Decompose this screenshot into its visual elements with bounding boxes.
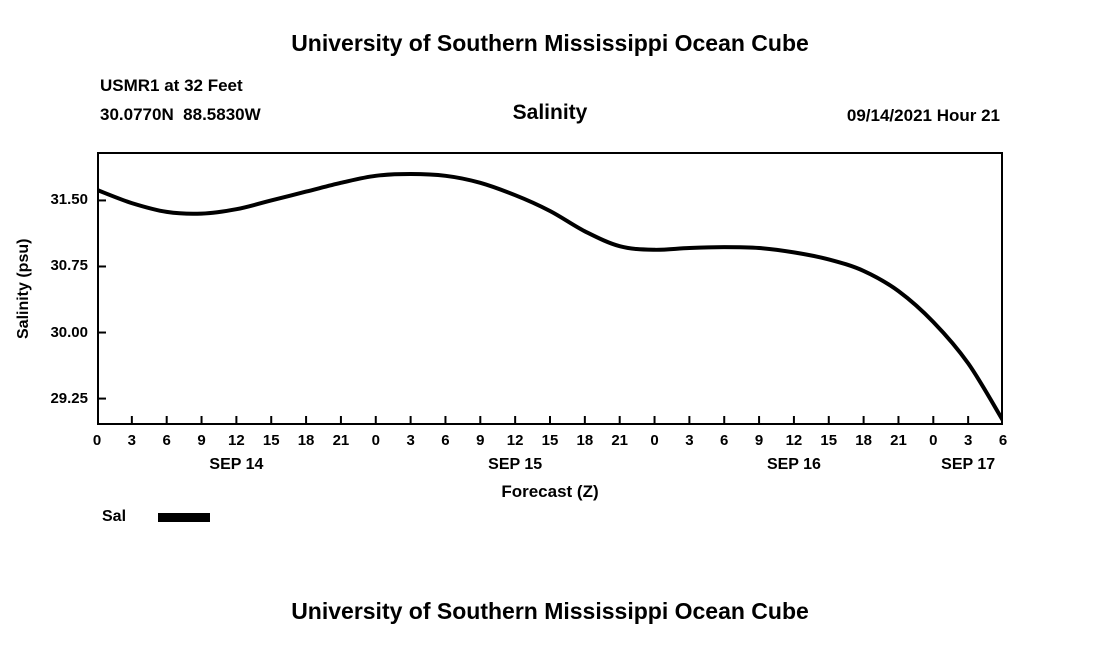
x-tick-label: 18 <box>297 432 315 449</box>
x-tick-label: 3 <box>685 432 694 449</box>
x-tick-label: 6 <box>162 432 171 449</box>
x-tick-label: 9 <box>754 432 764 449</box>
x-tick-label: 9 <box>197 432 206 449</box>
date-label: SEP 17 <box>941 456 996 473</box>
station-label: USMR1 at 32 Feet <box>100 76 243 95</box>
x-tick-label: 3 <box>127 432 137 449</box>
legend-label: Sal <box>102 508 127 525</box>
x-tick-label: 3 <box>963 432 973 449</box>
x-tick-label: 21 <box>890 432 907 449</box>
x-tick-label: 0 <box>650 432 659 449</box>
x-tick-label: 15 <box>262 432 280 449</box>
x-tick-label: 12 <box>785 432 803 449</box>
page-title-bottom: University of Southern Mississippi Ocean… <box>291 598 809 624</box>
y-tick-label: 30.00 <box>50 323 88 341</box>
legend: Sal <box>102 508 211 526</box>
x-tick-label: 12 <box>228 432 245 449</box>
date-label: SEP 15 <box>488 456 543 473</box>
x-tick-label: 18 <box>576 432 594 449</box>
chart-title: Salinity <box>512 101 588 124</box>
date-label: SEP 14 <box>209 456 264 473</box>
forecast-datetime: 09/14/2021 Hour 21 <box>846 106 1000 125</box>
y-tick-label: 30.75 <box>50 257 88 275</box>
x-tick-label: 9 <box>476 432 485 449</box>
x-tick-label: 21 <box>332 432 350 449</box>
station-coordinates: 30.0770N 88.5830W <box>100 105 261 124</box>
x-tick-label: 3 <box>406 432 415 449</box>
x-tick-label: 0 <box>929 432 938 449</box>
x-tick-label: 0 <box>371 432 380 449</box>
x-tick-label: 12 <box>506 432 524 449</box>
x-tick-label: 6 <box>998 432 1008 449</box>
x-tick-label: 0 <box>92 432 102 449</box>
x-tick-label: 18 <box>855 432 872 449</box>
x-tick-label: 6 <box>441 432 450 449</box>
x-tick-label: 21 <box>611 432 629 449</box>
page-title: University of Southern Mississippi Ocean… <box>291 30 809 56</box>
legend-line-swatch <box>158 512 211 522</box>
x-tick-label: 6 <box>720 432 729 449</box>
x-tick-label: 15 <box>541 432 559 449</box>
date-label: SEP 16 <box>766 456 821 473</box>
salinity-line-chart <box>97 152 1003 425</box>
x-axis-title: Forecast (Z) <box>501 482 599 501</box>
x-tick-label: 15 <box>820 432 838 449</box>
y-tick-label: 29.25 <box>50 389 88 407</box>
y-tick-label: 31.50 <box>50 191 88 209</box>
